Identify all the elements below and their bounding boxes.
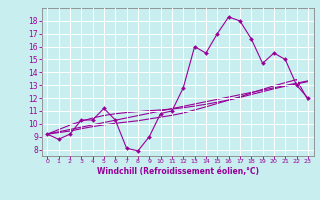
X-axis label: Windchill (Refroidissement éolien,°C): Windchill (Refroidissement éolien,°C) (97, 167, 259, 176)
